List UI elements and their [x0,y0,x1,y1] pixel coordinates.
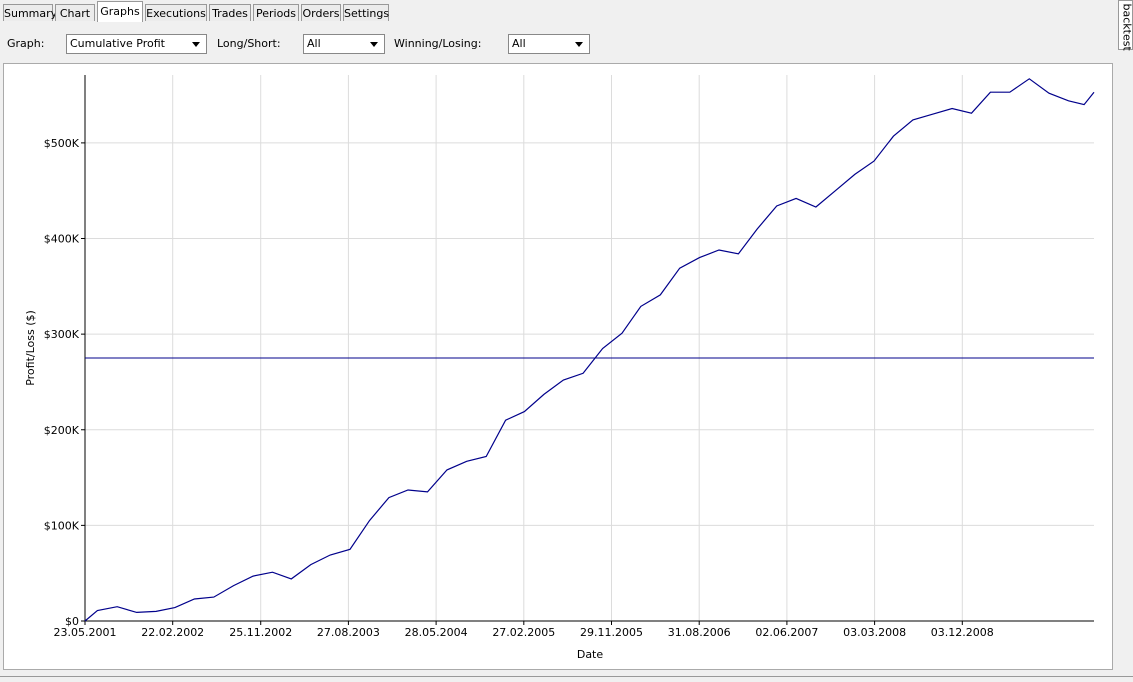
y-tick-label: $500K [44,137,80,150]
y-tick-label: $0 [65,615,79,628]
x-tick-label: 29.11.2005 [580,626,643,639]
dropdown[interactable]: All [303,34,385,54]
x-tick-label: 27.02.2005 [492,626,555,639]
tab[interactable]: Executions [145,4,207,21]
y-axis-label: Profit/Loss ($) [24,310,37,386]
profit-line [84,78,1095,622]
tab[interactable]: Chart [55,4,95,21]
y-tick-label: $400K [44,233,80,246]
tab[interactable]: Orders [301,4,341,21]
y-tick-label: $200K [44,424,80,437]
y-tick-label: $300K [44,328,80,341]
x-tick-label: 28.05.2004 [405,626,468,639]
bottom-border [0,676,1133,677]
tab[interactable]: Settings [343,4,389,21]
x-tick-label: 22.02.2002 [141,626,204,639]
tab[interactable]: Trades [209,4,251,21]
filter-label: Graph: [7,37,45,50]
x-tick-label: 25.11.2002 [229,626,292,639]
dropdown[interactable]: Cumulative Profit [66,34,207,54]
x-tick-label: 03.03.2008 [843,626,906,639]
dropdown[interactable]: All [508,34,590,54]
tab[interactable]: Graphs [97,1,143,22]
filter-label: Long/Short: [217,37,281,50]
filter-label: Winning/Losing: [394,37,482,50]
x-tick-label: 31.08.2006 [668,626,731,639]
x-tick-label: 23.05.2001 [54,626,117,639]
tab[interactable]: Periods [253,4,299,21]
y-tick-label: $100K [44,519,80,532]
x-axis-label: Date [577,648,604,661]
x-tick-label: 02.06.2007 [755,626,818,639]
x-tick-label: 27.08.2003 [317,626,380,639]
tab[interactable]: Summary [3,4,57,21]
chart-panel [3,63,1113,670]
x-tick-label: 03.12.2008 [931,626,994,639]
